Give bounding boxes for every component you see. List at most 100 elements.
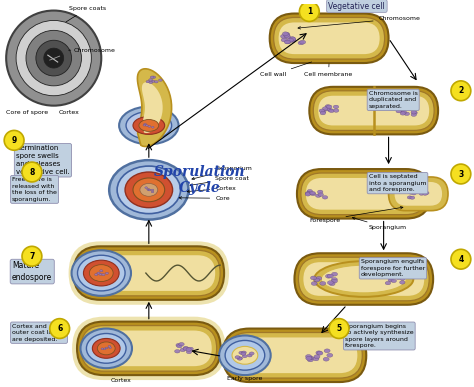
Circle shape (451, 164, 471, 184)
Ellipse shape (320, 281, 326, 285)
Ellipse shape (326, 274, 331, 278)
Ellipse shape (90, 265, 113, 281)
Text: Sporangium begins
to actively synthesize
spore layers around
forespore.: Sporangium begins to actively synthesize… (345, 324, 414, 348)
Circle shape (16, 21, 91, 96)
Circle shape (26, 30, 82, 86)
Ellipse shape (333, 105, 339, 109)
Ellipse shape (389, 274, 395, 277)
FancyBboxPatch shape (77, 322, 221, 375)
FancyBboxPatch shape (313, 91, 434, 130)
Circle shape (300, 2, 319, 21)
Ellipse shape (407, 196, 412, 199)
Ellipse shape (284, 33, 290, 36)
FancyBboxPatch shape (310, 87, 438, 134)
Text: 6: 6 (57, 324, 62, 333)
Ellipse shape (328, 108, 333, 112)
FancyBboxPatch shape (86, 330, 212, 366)
Text: Cortex and
outer coat layers
are deposited.: Cortex and outer coat layers are deposit… (12, 324, 66, 342)
Ellipse shape (396, 276, 401, 279)
Ellipse shape (300, 40, 306, 44)
FancyBboxPatch shape (299, 257, 429, 301)
Ellipse shape (307, 356, 312, 360)
Ellipse shape (325, 107, 330, 111)
Ellipse shape (151, 189, 154, 191)
Text: Cortex: Cortex (59, 110, 80, 115)
Ellipse shape (148, 125, 151, 127)
Ellipse shape (399, 108, 405, 111)
Ellipse shape (149, 81, 153, 84)
Ellipse shape (290, 38, 296, 42)
Ellipse shape (241, 351, 246, 354)
Ellipse shape (146, 80, 150, 83)
FancyBboxPatch shape (279, 22, 380, 54)
Ellipse shape (284, 35, 291, 39)
FancyBboxPatch shape (81, 325, 217, 371)
Ellipse shape (322, 195, 328, 199)
Ellipse shape (125, 172, 173, 208)
Circle shape (6, 10, 101, 106)
Ellipse shape (225, 341, 265, 370)
Ellipse shape (144, 123, 146, 125)
Ellipse shape (327, 353, 333, 357)
Text: Exosporium: Exosporium (192, 166, 252, 180)
Ellipse shape (72, 250, 131, 296)
Ellipse shape (149, 79, 153, 81)
Ellipse shape (325, 104, 330, 108)
Text: 3: 3 (458, 170, 464, 178)
Ellipse shape (329, 109, 334, 113)
Ellipse shape (150, 76, 154, 79)
Text: Cortex: Cortex (110, 378, 131, 383)
FancyBboxPatch shape (294, 253, 433, 305)
Ellipse shape (331, 277, 337, 281)
Ellipse shape (155, 80, 158, 83)
Ellipse shape (188, 347, 193, 351)
Ellipse shape (283, 32, 288, 36)
Ellipse shape (327, 105, 332, 108)
Ellipse shape (331, 279, 337, 283)
Circle shape (451, 249, 471, 269)
Text: Germination
spore swells
and releases
vegetative cell.: Germination spore swells and releases ve… (16, 145, 70, 175)
Ellipse shape (328, 281, 333, 284)
Ellipse shape (281, 34, 287, 38)
Ellipse shape (133, 116, 164, 134)
Ellipse shape (419, 192, 424, 195)
Ellipse shape (281, 38, 287, 42)
Ellipse shape (108, 346, 111, 347)
Circle shape (44, 48, 64, 68)
Text: Sporangium engulfs
forespore for further
development.: Sporangium engulfs forespore for further… (361, 259, 425, 277)
Text: 2: 2 (458, 86, 464, 95)
Ellipse shape (183, 347, 189, 351)
Ellipse shape (151, 80, 155, 82)
Ellipse shape (97, 342, 115, 355)
Ellipse shape (148, 189, 151, 191)
Ellipse shape (97, 272, 100, 274)
Ellipse shape (310, 276, 317, 280)
Ellipse shape (310, 192, 316, 196)
Ellipse shape (298, 41, 304, 45)
Text: 9: 9 (11, 136, 17, 145)
Ellipse shape (310, 191, 315, 195)
Ellipse shape (151, 191, 154, 193)
Text: Free spore is
released with
the loss of the
sporangium.: Free spore is released with the loss of … (12, 177, 57, 202)
Ellipse shape (237, 357, 242, 360)
FancyBboxPatch shape (82, 255, 215, 291)
Ellipse shape (329, 282, 335, 286)
Text: Cell wall: Cell wall (260, 62, 311, 77)
Ellipse shape (311, 282, 317, 285)
Text: 5: 5 (337, 324, 342, 333)
Ellipse shape (400, 109, 405, 112)
Ellipse shape (247, 354, 252, 357)
Text: Vegetative cell: Vegetative cell (328, 2, 385, 10)
Text: Core of spore: Core of spore (6, 110, 48, 115)
Circle shape (451, 81, 471, 101)
Ellipse shape (320, 111, 326, 115)
Ellipse shape (237, 357, 242, 360)
Ellipse shape (414, 190, 419, 194)
Ellipse shape (126, 111, 172, 139)
Ellipse shape (285, 40, 291, 44)
Ellipse shape (235, 356, 240, 359)
FancyBboxPatch shape (318, 96, 429, 125)
Ellipse shape (109, 347, 111, 348)
Ellipse shape (145, 187, 147, 188)
FancyBboxPatch shape (73, 246, 224, 300)
